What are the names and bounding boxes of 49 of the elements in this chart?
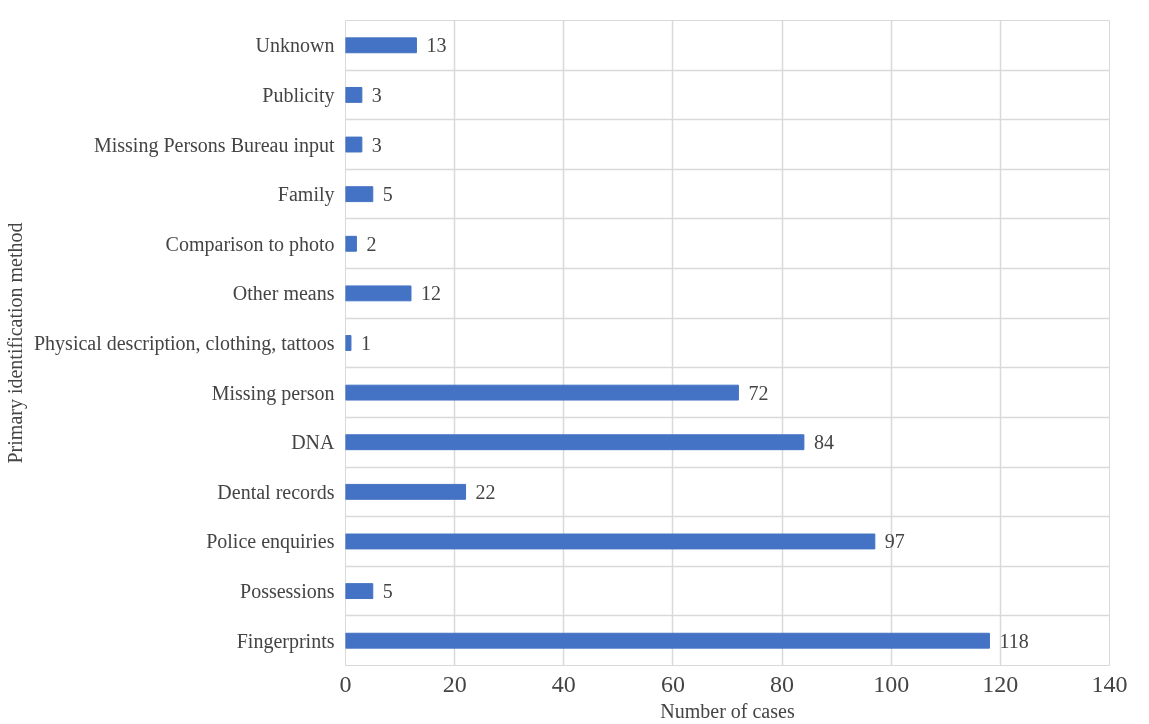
data-label: 118 [999,629,1029,652]
x-tick-label: 60 [660,670,685,697]
bar [345,86,363,103]
bar [345,235,357,252]
data-label: 5 [382,183,393,206]
bar [345,285,412,302]
bar [345,384,739,401]
x-tick-label: 80 [770,670,795,697]
y-tick-label: Fingerprints [236,629,335,653]
data-label: 3 [371,133,382,156]
y-tick-label: Missing Persons Bureau input [93,133,335,157]
bar [345,632,990,649]
x-tick-label: 40 [551,670,576,697]
x-tick-label: 0 [339,670,352,697]
y-tick-label: Physical description, clothing, tattoos [33,332,335,355]
y-tick-label: Police enquiries [206,530,335,554]
x-tick-label: 20 [442,670,467,697]
data-label: 1 [360,332,371,354]
y-tick-label: Family [277,183,335,207]
data-label: 3 [371,83,382,106]
y-tick-label: Possessions [240,580,335,603]
y-tick-label: Publicity [262,83,335,107]
y-tick-label: Comparison to photo [165,232,335,256]
y-tick-label: Other means [232,282,335,305]
y-tick-label: Unknown [255,34,335,57]
data-label: 2 [366,232,377,255]
bar [345,434,805,451]
data-label: 13 [426,34,447,57]
bar [345,483,467,500]
y-tick-label: DNA [291,431,336,454]
data-label: 12 [420,282,441,305]
bar [345,186,374,203]
bar [345,533,876,550]
data-label: 72 [748,381,769,404]
x-tick-label: 120 [982,670,1019,697]
x-tick-label: 100 [873,670,910,697]
data-label: 22 [475,480,496,503]
bar [345,136,363,153]
y-tick-label: Missing person [211,381,335,405]
data-label: 97 [884,530,905,553]
data-label: 5 [382,580,393,603]
x-axis-title: Number of cases [660,699,795,722]
y-axis-title: Primary identification method [3,222,27,464]
bar [345,583,374,600]
data-label: 84 [813,431,834,454]
y-tick-label: Dental records [217,480,335,503]
bar [345,335,352,351]
bar [345,37,417,54]
x-tick-label: 140 [1091,670,1128,697]
